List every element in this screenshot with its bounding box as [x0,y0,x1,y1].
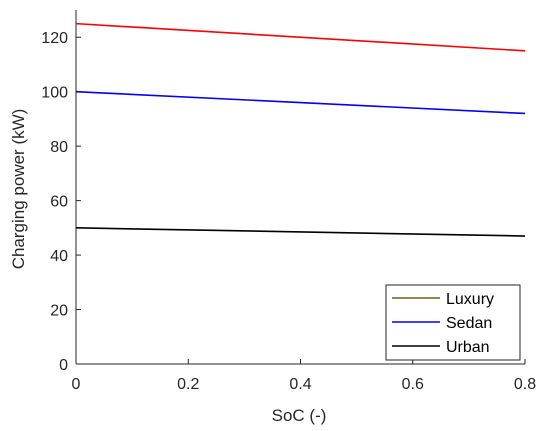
y-axis-label: Charging power (kW) [9,109,28,270]
y-tick-label: 80 [50,139,68,156]
x-tick-label: 0.2 [177,376,199,393]
series-line-urban [75,227,526,237]
y-axis-ticks: 0 20 40 60 80 100 120 [41,30,81,374]
y-tick-label: 60 [50,194,68,211]
x-tick-label: 0.8 [514,376,536,393]
legend-label-sedan: Sedan [446,315,492,332]
x-axis-label: SoC (-) [272,406,327,425]
x-tick-label: 0 [72,376,81,393]
x-axis-ticks: 0 0.2 0.4 0.6 0.8 [72,359,536,393]
y-tick-label: 100 [41,85,68,102]
y-tick-label: 0 [59,357,68,374]
x-tick-label: 0.6 [402,376,424,393]
series-layer [75,22,526,237]
legend-label-luxury: Luxury [446,291,494,308]
legend: Luxury Sedan Urban [385,284,521,361]
legend-label-urban: Urban [446,339,490,356]
series-line-luxury [75,22,526,52]
y-tick-label: 40 [50,248,68,265]
series-line-sedan [75,90,526,115]
x-tick-label: 0.4 [289,376,311,393]
y-tick-label: 120 [41,30,68,47]
y-tick-label: 20 [50,303,68,320]
